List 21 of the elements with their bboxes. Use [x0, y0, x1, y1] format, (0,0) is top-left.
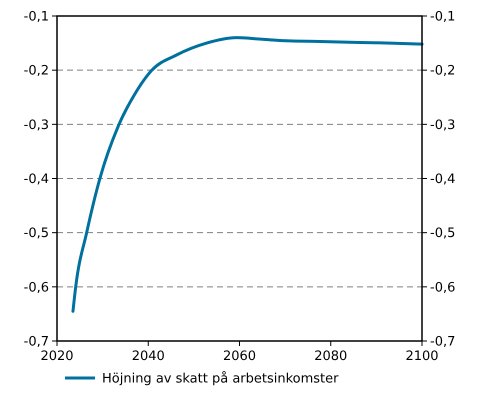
- y2-tick-label: -0,1: [430, 10, 456, 25]
- y-tick-label: -0,2: [24, 64, 49, 79]
- y-tick-label: -0,6: [24, 280, 49, 296]
- x-tick-label: 2100: [405, 349, 439, 364]
- x-tick-label: 2060: [222, 349, 256, 364]
- y-tick-label: -0,1: [24, 10, 49, 25]
- y2-tick-label: -0,3: [430, 118, 456, 133]
- x-tick-label: 2040: [132, 349, 165, 364]
- y-tick-label: -0,7: [24, 334, 49, 350]
- y2-tick-label: -0,2: [430, 64, 456, 79]
- x-tick-label: 2020: [40, 349, 74, 364]
- y-tick-label: -0,4: [24, 172, 49, 188]
- x-tick-label: 2080: [314, 349, 348, 364]
- y2-tick-label: -0,7: [430, 334, 456, 350]
- y2-tick-label: -0,5: [430, 226, 456, 242]
- legend-label: Höjning av skatt på arbetsinkomster: [102, 370, 340, 387]
- y2-tick-label: -0,6: [430, 280, 456, 296]
- y-tick-label: -0,5: [24, 226, 49, 242]
- line-series: [71, 36, 424, 313]
- y-tick-label: -0,3: [24, 118, 49, 133]
- y2-tick-label: -0,4: [430, 172, 456, 188]
